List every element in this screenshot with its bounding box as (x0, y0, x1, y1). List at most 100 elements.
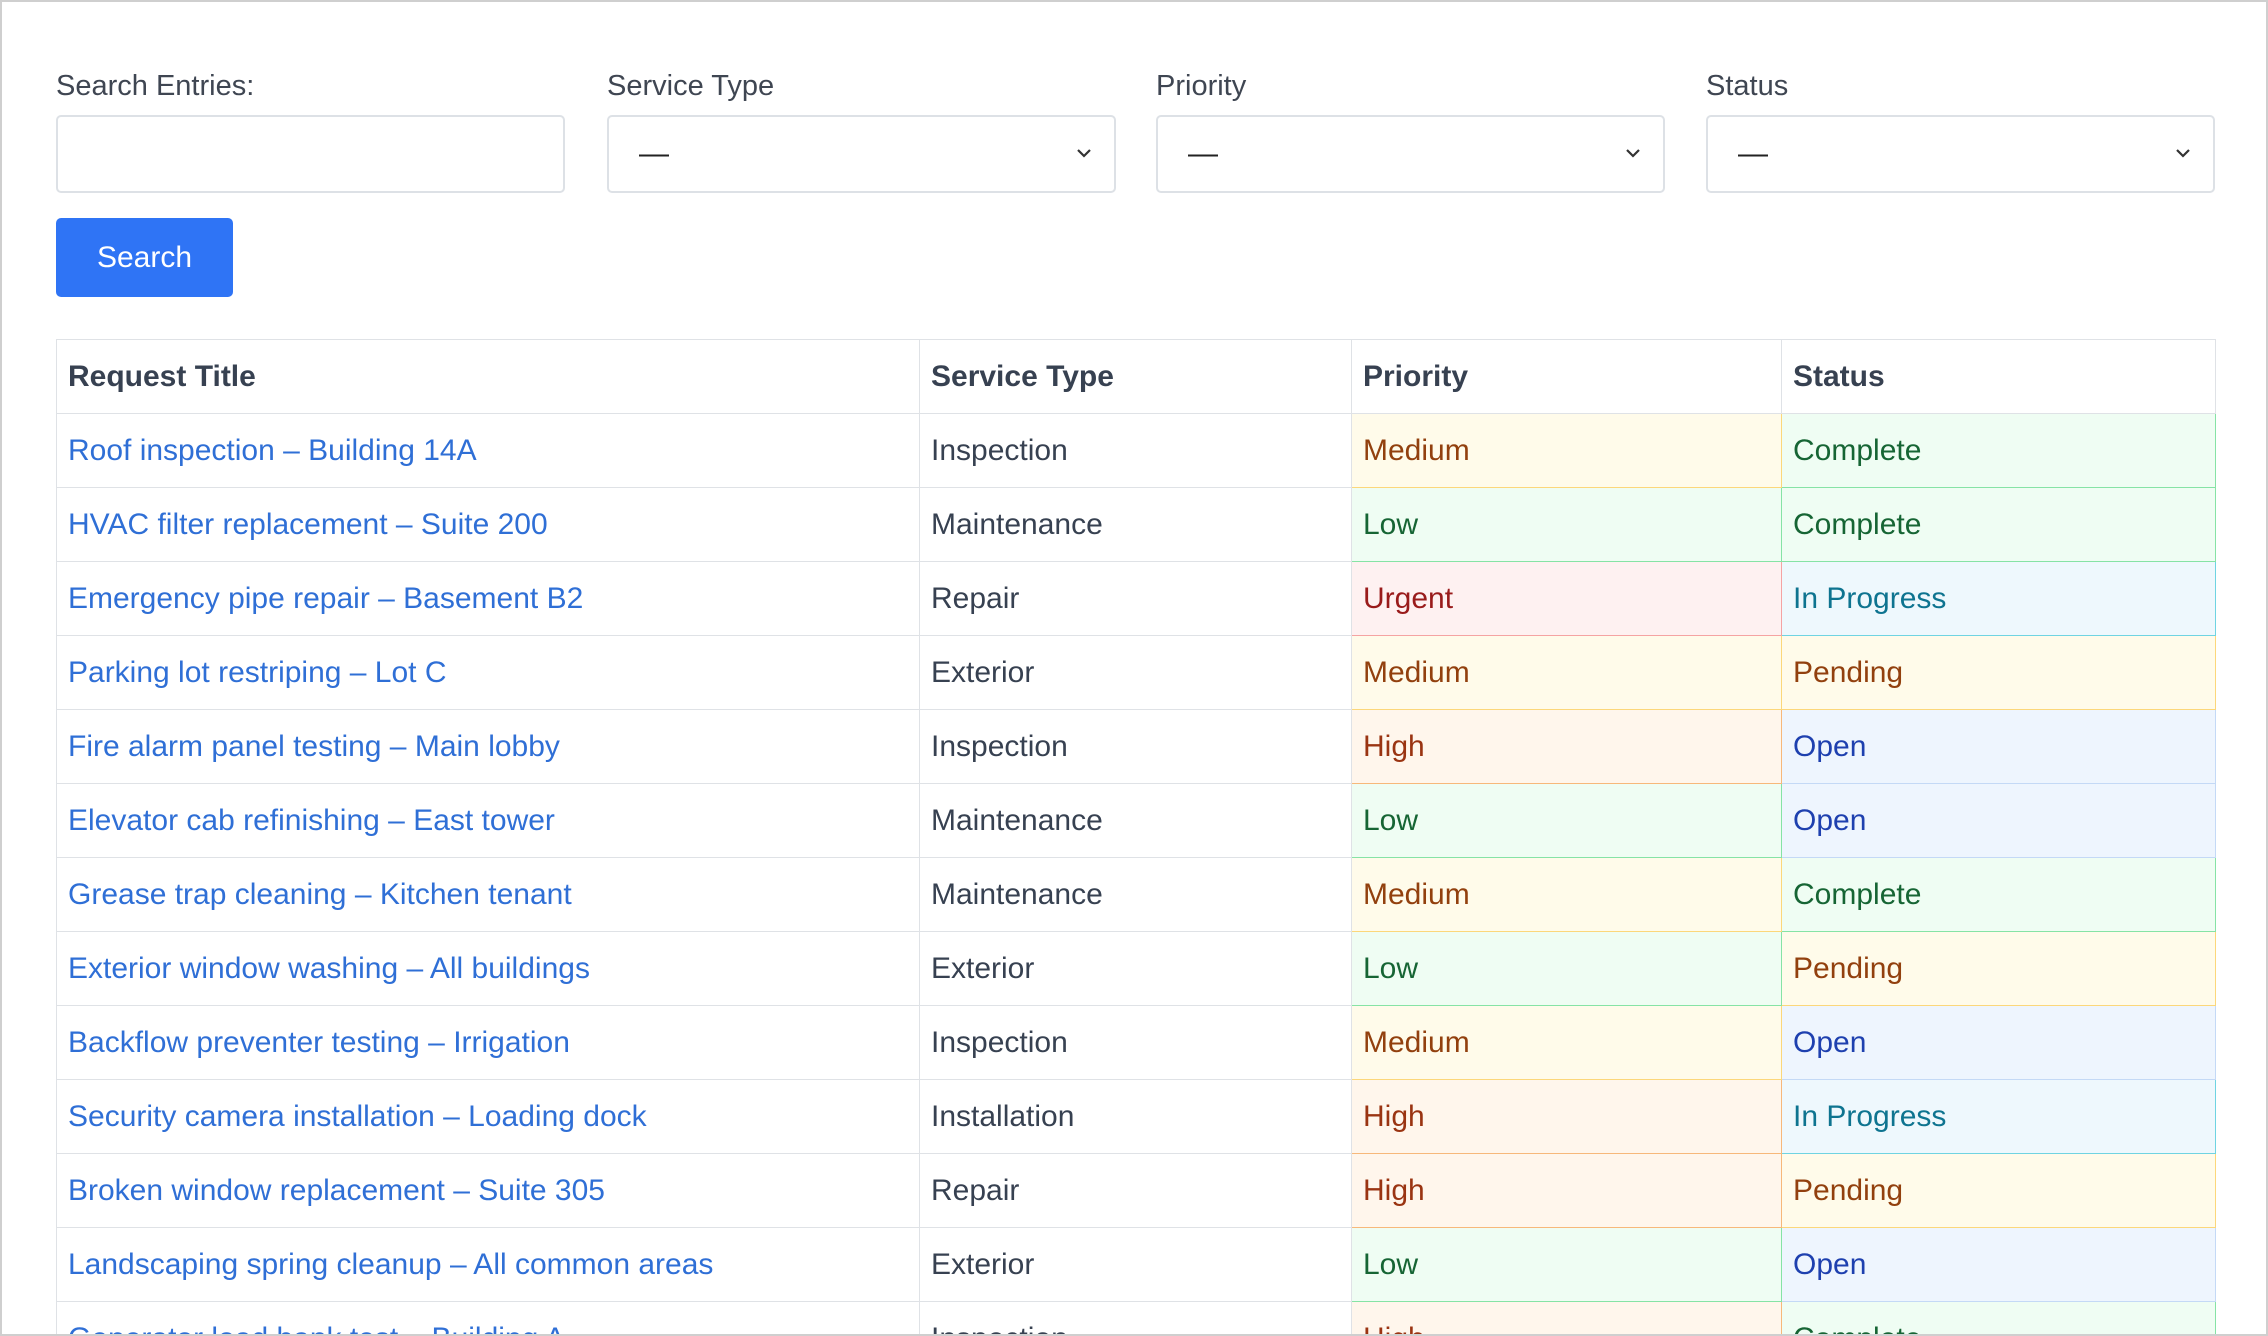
requests-table: Request Title Service Type Priority Status R… (56, 339, 2216, 1335)
priority-cell: Urgent (1351, 561, 1782, 636)
column-header: Status (1781, 339, 2216, 414)
status-cell: Open (1781, 1227, 2216, 1302)
table-row: Elevator cab refinishing – East tower Mai… (56, 783, 2216, 858)
filter-label: Service Type (607, 70, 775, 102)
title-cell: Security camera installation – Loading d… (56, 1079, 920, 1154)
priority-cell: High (1351, 1153, 1782, 1228)
search-input[interactable] (56, 115, 565, 193)
select-value: — (639, 137, 669, 170)
request-link[interactable]: Grease trap cleaning – Kitchen tenant (68, 877, 572, 911)
column-header: Request Title (56, 339, 920, 414)
status-cell: Pending (1781, 931, 2216, 1006)
request-link[interactable]: Security camera installation – Loading d… (68, 1099, 647, 1133)
priority-cell: Low (1351, 783, 1782, 858)
table-row: Broken window replacement – Suite 305 Rep… (56, 1153, 2216, 1228)
service-cell: Installation (919, 1079, 1352, 1154)
title-cell: Generator load bank test – Building A (56, 1301, 920, 1335)
status-cell: Complete (1781, 413, 2216, 488)
table-row: Exterior window washing – All buildings E… (56, 931, 2216, 1006)
request-link[interactable]: Roof inspection – Building 14A (68, 433, 477, 467)
status-cell: Complete (1781, 857, 2216, 932)
service-cell: Exterior (919, 635, 1352, 710)
status-cell: Complete (1781, 487, 2216, 562)
request-link[interactable]: HVAC filter replacement – Suite 200 (68, 507, 548, 541)
status-cell: Open (1781, 709, 2216, 784)
filter-label: Status (1706, 70, 1789, 102)
filter-label: Search Entries: (56, 70, 255, 102)
table-row: Backflow preventer testing – Irrigation I… (56, 1005, 2216, 1080)
table-row: Fire alarm panel testing – Main lobby Ins… (56, 709, 2216, 784)
table-row: Grease trap cleaning – Kitchen tenant Mai… (56, 857, 2216, 932)
table-row: HVAC filter replacement – Suite 200 Maint… (56, 487, 2216, 562)
column-header: Priority (1351, 339, 1782, 414)
title-cell: Backflow preventer testing – Irrigation (56, 1005, 920, 1080)
service-cell: Inspection (919, 1301, 1352, 1334)
title-cell: Exterior window washing – All buildings (56, 931, 920, 1006)
priority-cell: Medium (1351, 857, 1782, 932)
status-cell: In Progress (1781, 1079, 2216, 1154)
request-link[interactable]: Parking lot restriping – Lot C (68, 655, 447, 689)
priority-cell: Medium (1351, 635, 1782, 710)
chevron-icon (1626, 149, 1640, 158)
request-link[interactable]: Backflow preventer testing – Irrigation (68, 1025, 570, 1059)
priority-cell: Medium (1351, 1005, 1782, 1080)
service-cell: Repair (919, 1153, 1352, 1228)
request-link[interactable]: Broken window replacement – Suite 305 (68, 1173, 605, 1207)
priority-cell: Low (1351, 487, 1782, 562)
priority-cell: High (1351, 709, 1782, 784)
status-cell: In Progress (1781, 561, 2216, 636)
chevron-icon (1077, 149, 1091, 158)
status-cell: Pending (1781, 635, 2216, 710)
title-cell: Landscaping spring cleanup – All common … (56, 1227, 920, 1302)
table-row: Emergency pipe repair – Basement B2 Repai… (56, 561, 2216, 636)
priority-cell: High (1351, 1079, 1782, 1154)
table-row: Roof inspection – Building 14A Inspection… (56, 413, 2216, 488)
search-button[interactable]: Search (56, 218, 233, 297)
title-cell: Parking lot restriping – Lot C (56, 635, 920, 710)
request-link[interactable]: Exterior window washing – All buildings (68, 951, 590, 985)
service-cell: Maintenance (919, 783, 1352, 858)
chevron-icon (2176, 149, 2190, 158)
priority-cell: Low (1351, 1227, 1782, 1302)
status-cell: Open (1781, 783, 2216, 858)
select-box[interactable]: — (607, 115, 1116, 193)
request-link[interactable]: Landscaping spring cleanup – All common … (68, 1247, 714, 1281)
title-cell: Elevator cab refinishing – East tower (56, 783, 920, 858)
service-cell: Exterior (919, 931, 1352, 1006)
column-header: Service Type (919, 339, 1352, 414)
request-link[interactable]: Generator load bank test – Building A (68, 1322, 565, 1335)
table-row: Landscaping spring cleanup – All common … (56, 1227, 2216, 1302)
title-cell: Roof inspection – Building 14A (56, 413, 920, 488)
service-cell: Inspection (919, 413, 1352, 488)
request-link[interactable]: Elevator cab refinishing – East tower (68, 803, 555, 837)
title-cell: Broken window replacement – Suite 305 (56, 1153, 920, 1228)
priority-cell: High (1351, 1301, 1782, 1334)
select-value: — (1738, 137, 1768, 170)
service-cell: Inspection (919, 709, 1352, 784)
status-cell: Pending (1781, 1153, 2216, 1228)
title-cell: Grease trap cleaning – Kitchen tenant (56, 857, 920, 932)
status-cell: Complete (1781, 1301, 2216, 1334)
service-cell: Inspection (919, 1005, 1352, 1080)
table-row: Parking lot restriping – Lot C Exterior Me… (56, 635, 2216, 710)
service-cell: Maintenance (919, 487, 1352, 562)
title-cell: Emergency pipe repair – Basement B2 (56, 561, 920, 636)
select-box[interactable]: — (1156, 115, 1665, 193)
priority-cell: Low (1351, 931, 1782, 1006)
filter-label: Priority (1156, 70, 1247, 102)
header-row: Request Title Service Type Priority Status (56, 339, 2216, 414)
service-cell: Maintenance (919, 857, 1352, 932)
select-box[interactable]: — (1706, 115, 2215, 193)
select-value: — (1188, 137, 1218, 170)
title-cell: Fire alarm panel testing – Main lobby (56, 709, 920, 784)
table-row: Generator load bank test – Building A Ins… (56, 1301, 2216, 1335)
request-link[interactable]: Fire alarm panel testing – Main lobby (68, 729, 560, 763)
request-link[interactable]: Emergency pipe repair – Basement B2 (68, 581, 584, 615)
service-cell: Exterior (919, 1227, 1352, 1302)
status-cell: Open (1781, 1005, 2216, 1080)
title-cell: HVAC filter replacement – Suite 200 (56, 487, 920, 562)
service-cell: Repair (919, 561, 1352, 636)
table-row: Security camera installation – Loading d… (56, 1079, 2216, 1154)
